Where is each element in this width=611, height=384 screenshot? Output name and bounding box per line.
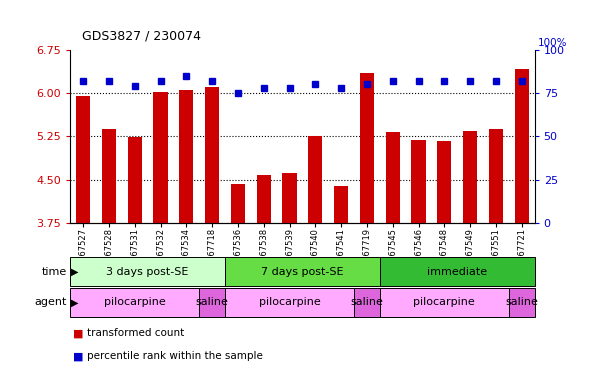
Bar	[257, 175, 271, 223]
Bar	[386, 132, 400, 223]
Bar	[76, 96, 90, 223]
Bar	[199, 288, 225, 317]
Bar	[354, 288, 380, 317]
Text: 3 days post-SE: 3 days post-SE	[106, 266, 189, 277]
Bar	[509, 288, 535, 317]
Text: saline: saline	[505, 297, 538, 308]
Text: 100%: 100%	[538, 38, 567, 48]
Text: transformed count: transformed count	[87, 328, 185, 338]
Text: time: time	[42, 266, 67, 277]
Bar	[514, 69, 529, 223]
Bar	[489, 129, 503, 223]
Bar	[309, 136, 323, 223]
Bar	[360, 73, 374, 223]
Bar	[437, 141, 452, 223]
Text: percentile rank within the sample: percentile rank within the sample	[87, 351, 263, 361]
Bar	[128, 137, 142, 223]
Text: ■: ■	[73, 328, 87, 338]
Bar	[380, 257, 535, 286]
Text: saline: saline	[351, 297, 383, 308]
Bar	[179, 90, 194, 223]
Text: pilocarpine: pilocarpine	[258, 297, 320, 308]
Text: pilocarpine: pilocarpine	[104, 297, 166, 308]
Bar	[153, 92, 167, 223]
Bar	[205, 88, 219, 223]
Bar	[282, 173, 297, 223]
Text: ■: ■	[73, 351, 87, 361]
Text: GDS3827 / 230074: GDS3827 / 230074	[82, 29, 202, 42]
Bar	[102, 129, 116, 223]
Bar	[225, 257, 380, 286]
Text: agent: agent	[35, 297, 67, 308]
Bar	[380, 288, 509, 317]
Text: pilocarpine: pilocarpine	[414, 297, 475, 308]
Text: ▶: ▶	[71, 297, 78, 308]
Text: immediate: immediate	[427, 266, 488, 277]
Bar	[463, 131, 477, 223]
Bar	[225, 288, 354, 317]
Text: 7 days post-SE: 7 days post-SE	[261, 266, 344, 277]
Bar	[70, 288, 199, 317]
Text: ▶: ▶	[71, 266, 78, 277]
Bar	[411, 141, 426, 223]
Bar	[334, 187, 348, 223]
Text: saline: saline	[196, 297, 229, 308]
Bar	[231, 184, 245, 223]
Bar	[70, 257, 225, 286]
